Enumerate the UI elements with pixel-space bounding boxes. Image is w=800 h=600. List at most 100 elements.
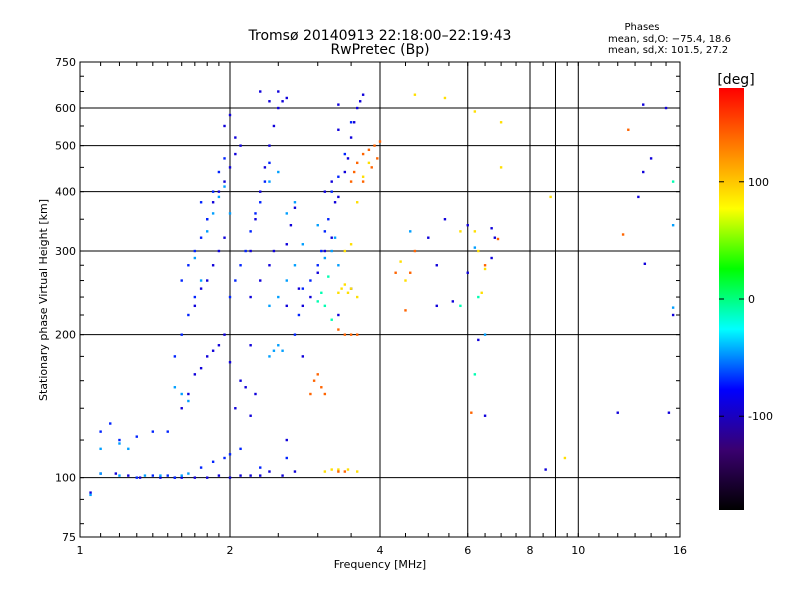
data-point (346, 291, 350, 295)
data-point (249, 344, 252, 347)
data-point (285, 243, 288, 246)
data-point (173, 386, 177, 389)
data-point (671, 224, 675, 227)
data-point (320, 249, 323, 253)
data-point (477, 249, 480, 253)
data-point (473, 373, 477, 376)
data-point (621, 233, 625, 236)
data-point (361, 180, 365, 183)
data-point (285, 304, 288, 308)
data-point (180, 474, 183, 477)
data-point (268, 180, 271, 183)
data-point (549, 195, 552, 199)
data-point (361, 152, 365, 156)
data-point (473, 246, 477, 249)
data-point (301, 304, 305, 308)
data-point (277, 295, 280, 299)
data-point (413, 249, 417, 253)
data-point (259, 279, 262, 282)
data-point (187, 392, 190, 396)
data-point (187, 313, 190, 317)
data-point (330, 236, 333, 239)
data-point (343, 333, 347, 336)
data-point (244, 249, 247, 253)
data-point (127, 447, 130, 451)
data-point (217, 474, 221, 477)
data-point (664, 106, 668, 110)
grid-lines (80, 62, 680, 537)
data-point (483, 267, 487, 271)
data-point (259, 466, 262, 469)
data-point (355, 106, 359, 110)
data-point (490, 227, 493, 230)
data-point (459, 230, 462, 233)
data-point (268, 100, 271, 103)
data-point (323, 304, 327, 308)
data-point (285, 456, 288, 460)
data-point (205, 218, 209, 221)
data-point (316, 224, 319, 227)
data-point (361, 93, 365, 96)
x-axis-label: Frequency [MHz] (334, 558, 426, 571)
data-point (499, 121, 503, 124)
data-point (459, 304, 462, 308)
colorbar-tick-label: -100 (748, 410, 773, 423)
data-point (642, 170, 645, 174)
y-tick-label: 75 (62, 531, 76, 544)
data-point (667, 411, 671, 414)
data-point (180, 279, 183, 282)
data-point (337, 264, 340, 267)
data-point (293, 206, 297, 209)
data-point (642, 103, 645, 106)
data-point (199, 366, 203, 370)
data-point (193, 304, 197, 308)
data-point (199, 236, 203, 239)
x-tick-label: 10 (571, 544, 585, 557)
data-point (473, 230, 477, 233)
data-point (281, 100, 284, 103)
colorbar-ticks: 100 0 -100 (719, 176, 773, 423)
data-point (239, 379, 242, 382)
data-point (89, 493, 92, 497)
data-point (320, 386, 323, 389)
data-point (355, 333, 359, 336)
data-point (281, 474, 284, 477)
data-point (228, 476, 232, 479)
data-point (205, 279, 209, 282)
data-point (228, 113, 232, 117)
y-tick-label: 500 (55, 140, 76, 153)
data-point (301, 287, 305, 290)
data-point (293, 264, 297, 267)
data-point (477, 338, 480, 342)
data-point (277, 106, 280, 110)
data-point (249, 295, 252, 299)
data-point (234, 136, 237, 139)
data-point (316, 300, 319, 303)
data-point (451, 300, 455, 303)
data-point (217, 249, 221, 253)
data-point (323, 256, 327, 260)
y-tick-label: 600 (55, 102, 76, 115)
data-point (254, 218, 257, 221)
data-point (323, 470, 327, 473)
data-point (349, 287, 353, 290)
data-point (337, 470, 340, 473)
data-point (223, 236, 226, 239)
data-point (166, 474, 169, 477)
data-point (180, 392, 183, 396)
data-point (272, 124, 276, 128)
data-point (337, 128, 340, 131)
data-point (337, 103, 340, 106)
data-point (404, 279, 407, 282)
data-point (301, 355, 305, 358)
data-point (135, 435, 138, 438)
data-point (277, 90, 280, 93)
data-point (323, 230, 327, 233)
data-point (211, 190, 215, 193)
data-point (376, 157, 379, 160)
x-tick-label: 6 (464, 544, 471, 557)
data-point (254, 392, 257, 396)
data-point (323, 249, 327, 253)
data-point (316, 264, 319, 267)
